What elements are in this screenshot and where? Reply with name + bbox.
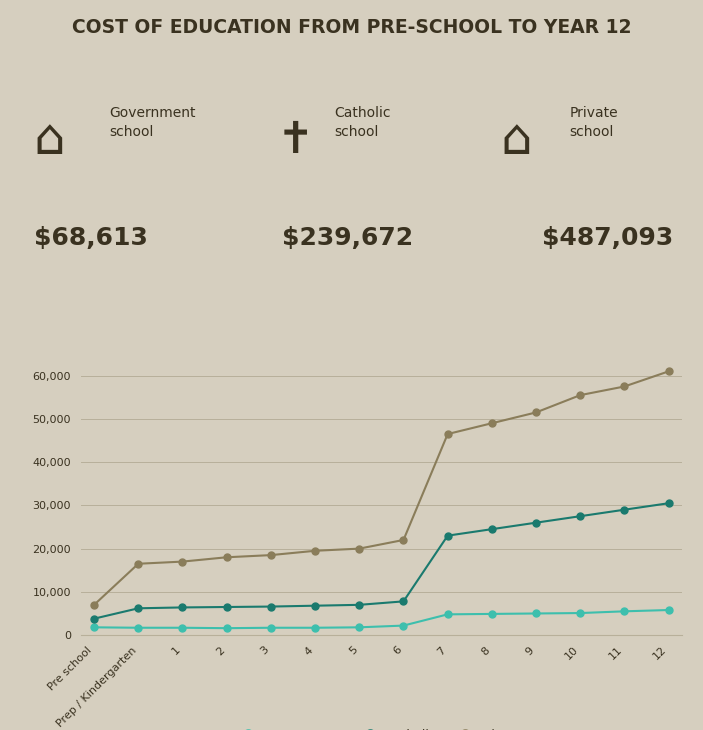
Text: ⌂: ⌂ (501, 116, 533, 164)
Text: ✝: ✝ (277, 119, 314, 161)
Text: Private
school: Private school (569, 107, 618, 139)
Text: Catholic
school: Catholic school (334, 107, 390, 139)
Text: $68,613: $68,613 (34, 226, 148, 250)
Text: $487,093: $487,093 (543, 226, 673, 250)
Text: ⌂: ⌂ (33, 116, 65, 164)
Legend: Government, Catholic, Private: Government, Catholic, Private (234, 724, 529, 730)
Text: COST OF EDUCATION FROM PRE-SCHOOL TO YEAR 12: COST OF EDUCATION FROM PRE-SCHOOL TO YEA… (72, 18, 631, 36)
Text: Government
school: Government school (109, 107, 195, 139)
Text: $239,672: $239,672 (283, 226, 413, 250)
